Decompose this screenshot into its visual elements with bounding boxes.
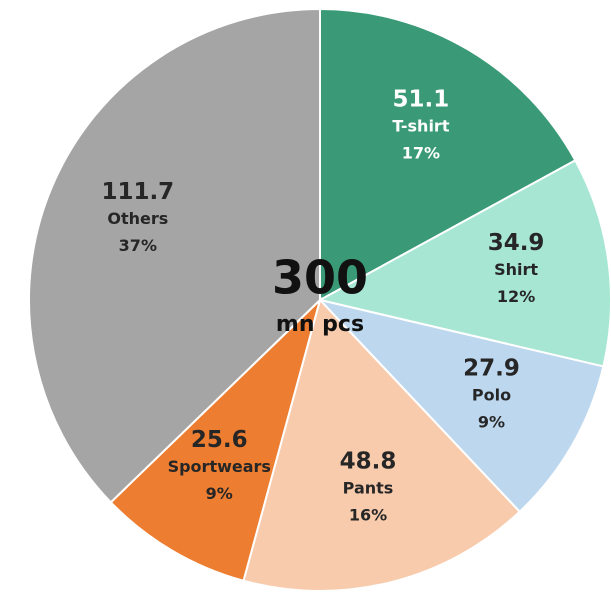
slice [317,158,611,368]
center-unit: mn pcs [276,312,364,337]
labels: 51.1 T-shirt 17% 34.9 Shirt 12% 27.9 Polo 9% 48.8… [101,86,544,524]
pie [28,7,611,592]
percent-label: 37% [119,236,157,255]
value-label: 48.8 [340,448,397,474]
percent-label: 9% [206,484,233,503]
category-label: T-shirt [392,116,449,135]
slice [316,298,605,514]
slice [109,296,322,582]
value-label: 27.9 [463,355,520,381]
percent-label: 12% [497,287,535,306]
category-label: Sportwears [168,457,271,476]
value-label: 25.6 [191,427,248,453]
slice [319,7,577,302]
percent-label: 17% [402,143,440,162]
category-label: Pants [343,478,394,497]
percent-label: 16% [349,505,387,524]
category-label: Polo [472,385,511,404]
category-label: Others [107,209,168,228]
slice [28,7,321,504]
value-label: 111.7 [101,179,174,205]
value-label: 51.1 [393,86,450,112]
percent-label: 9% [478,412,505,431]
slice [242,298,522,592]
center-value: 300 [272,251,368,305]
category-label: Shirt [494,260,538,279]
value-label: 34.9 [488,230,545,256]
